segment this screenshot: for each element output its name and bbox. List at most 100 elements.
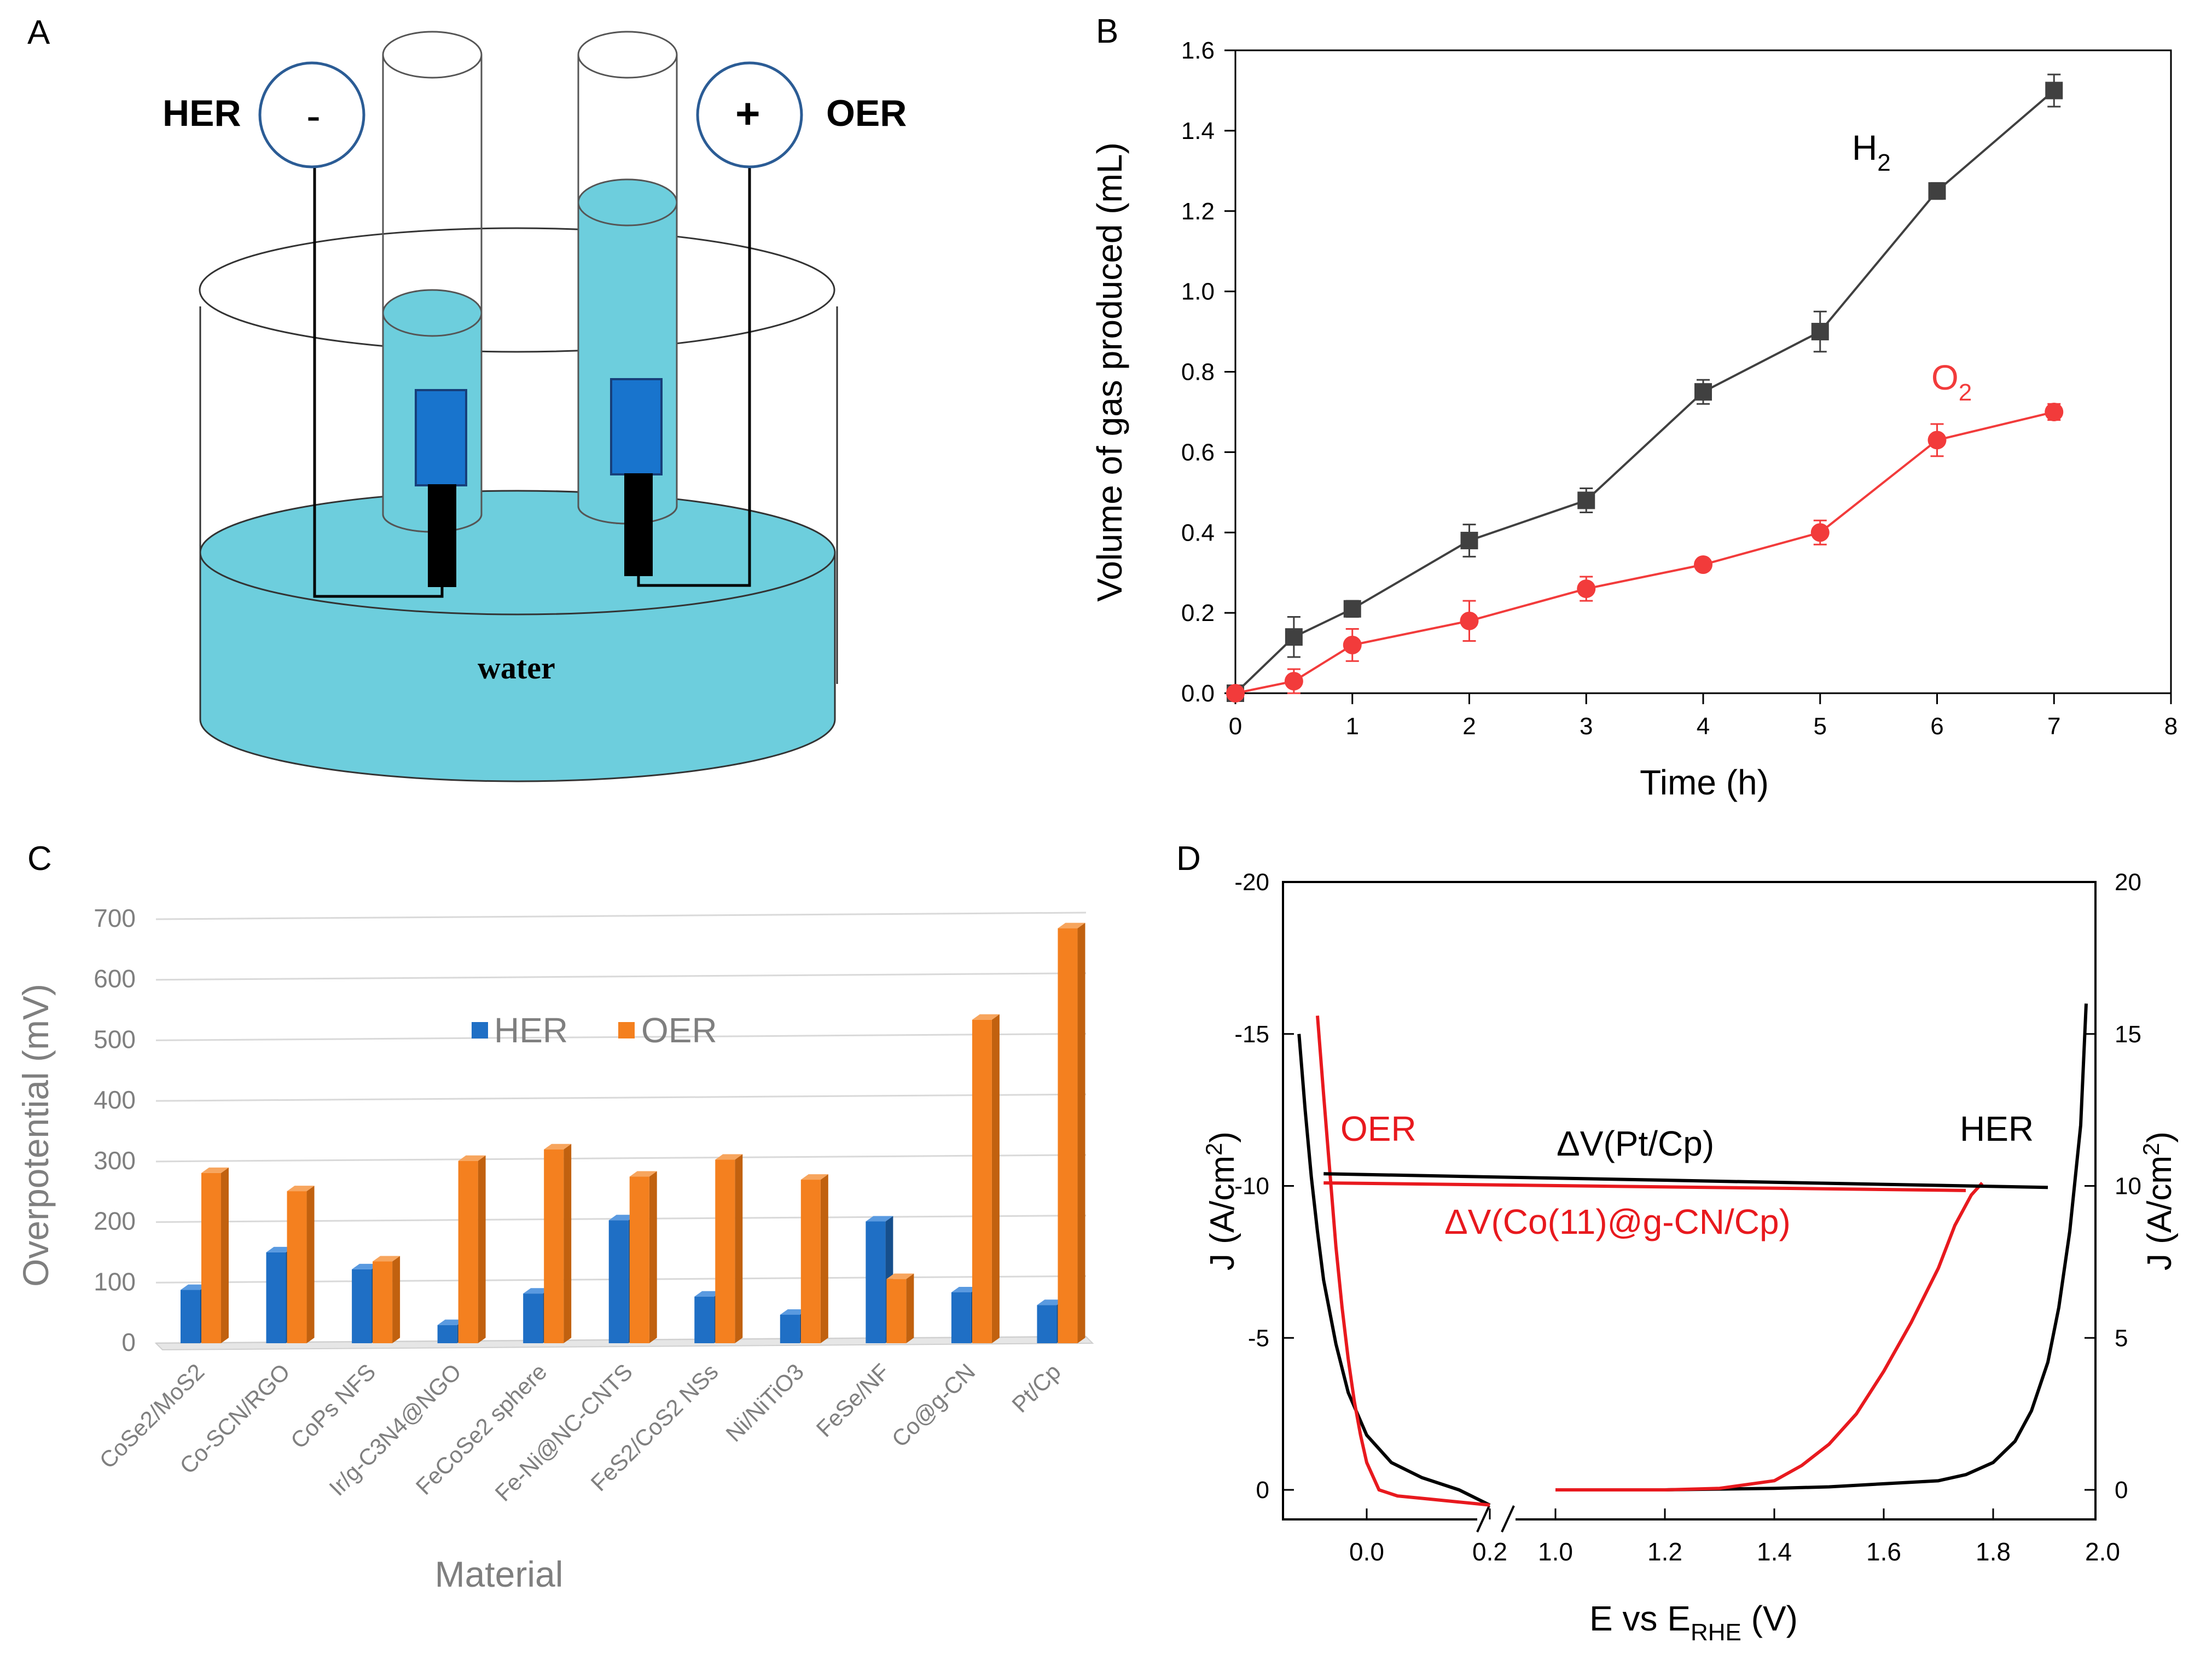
c-bar-oer-top [800, 1174, 828, 1180]
her-label: HER [162, 92, 241, 134]
b-point-h2 [1577, 491, 1595, 509]
negative-terminal [258, 61, 365, 169]
c-bar-oer [800, 1174, 828, 1343]
b-xtick-label: 3 [1580, 713, 1593, 740]
c-bar-oer-side [820, 1174, 828, 1343]
c-bar-her-front [266, 1252, 286, 1343]
c-bar-her-front [352, 1269, 372, 1343]
c-bar-her-top [1037, 1299, 1065, 1305]
axis-break-mark-1 [1476, 1505, 1490, 1533]
right-tube-top [577, 31, 678, 79]
panel-d-ylabel-right-sup: 2 [2138, 1143, 2164, 1156]
c-category-label: FeSe/NF [811, 1359, 895, 1442]
c-bar-oer [629, 1171, 657, 1343]
c-bar-her-front [951, 1292, 971, 1343]
c-ytick-label: 400 [94, 1086, 136, 1114]
c-category-label: CoPs NFS [286, 1359, 381, 1454]
anode-black-rod [624, 473, 653, 576]
cathode-blue-block [415, 389, 467, 486]
o2-label-sub: 2 [1959, 379, 1972, 406]
panel-d-ylabel-left-end: ) [1204, 1131, 1241, 1143]
d-curve-3 [1555, 1181, 1984, 1491]
c-bar-oer-side [1077, 922, 1085, 1343]
c-bar-oer-top [201, 1167, 229, 1173]
d-curve-4 [1323, 1172, 2048, 1189]
c-bar-her-front [1037, 1305, 1057, 1343]
c-bar-her-top [266, 1246, 294, 1252]
b-ytick-label: 0.0 [1181, 680, 1215, 707]
c-bar-her-front [694, 1296, 715, 1343]
beaker-rim [199, 227, 835, 353]
b-point-h2 [1285, 628, 1303, 646]
o2-label: O2 [1931, 358, 1972, 406]
c-bar-oer-front [287, 1191, 307, 1343]
cathode-wire [313, 159, 444, 598]
water-body [199, 552, 836, 782]
b-point-h2 [1928, 182, 1946, 200]
b-xtick-label: 1 [1346, 713, 1359, 740]
c-bar-her-top [181, 1284, 208, 1290]
d-ytick-label-right: 10 [2115, 1173, 2141, 1200]
d-xtick-label: 2.0 [2085, 1537, 2120, 1566]
c-ytick-label: 100 [94, 1267, 136, 1296]
c-bar-her-top [352, 1263, 380, 1269]
c-gridline [155, 972, 1087, 981]
panel-d-ylabel-right-main: J (A/cm [2141, 1156, 2179, 1270]
c-bar-oer-side [735, 1154, 743, 1343]
b-point-o2 [1343, 635, 1362, 654]
minus-sign: - [306, 91, 321, 140]
c-bar-oer-front [972, 1019, 992, 1343]
c-bar-oer-front [1058, 928, 1078, 1343]
anode-wire [637, 159, 751, 587]
d-curve-2 [1555, 1003, 2088, 1491]
annotation-dv-pt: ΔV(Pt/Cp) [1557, 1124, 1714, 1163]
d-curve-5 [1323, 1181, 1966, 1192]
c-bar-oer [287, 1186, 315, 1343]
d-ytick-label-left: -10 [1234, 1173, 1269, 1200]
b-point-o2 [1460, 611, 1479, 630]
left-tube-gas-top [382, 289, 483, 337]
b-point-h2 [1343, 600, 1361, 618]
c-bar-oer-top [373, 1256, 400, 1262]
panel-d-plot-frame [1282, 881, 2097, 1520]
d-xtick-label: 1.2 [1647, 1537, 1682, 1566]
c-bar-oer [201, 1167, 229, 1343]
b-point-h2 [1694, 383, 1712, 401]
b-ytick-label: 0.8 [1181, 359, 1215, 386]
c-bar-oer-front [201, 1173, 221, 1343]
b-point-h2 [1811, 323, 1829, 341]
d-ytick-label-left: -5 [1248, 1325, 1269, 1351]
b-ytick-label: 0.2 [1181, 600, 1215, 626]
panel-b-letter: B [1096, 13, 1118, 50]
c-gridline [155, 1154, 1087, 1163]
d-ytick-label-left: -15 [1234, 1021, 1269, 1048]
panel-d-ylabel-right: J (A/cm2) [2138, 1131, 2179, 1270]
c-bar-oer-side [221, 1167, 229, 1343]
c-bar-oer-front [458, 1160, 478, 1343]
b-ytick-label: 0.4 [1181, 519, 1215, 546]
right-tube-gas-top [577, 178, 678, 227]
c-bar-her-top [523, 1288, 551, 1294]
legend-oer-label: OER [641, 1011, 717, 1050]
c-bar-oer-top [886, 1273, 914, 1279]
b-xtick-label: 6 [1930, 713, 1943, 740]
c-bar-her-top [780, 1309, 808, 1315]
c-bar-her-top [866, 1216, 893, 1222]
d-xtick-label: 1.4 [1757, 1537, 1792, 1566]
c-bar-oer-side [306, 1186, 315, 1343]
c-bar-her-top [951, 1287, 979, 1292]
panel-d-ylabel-left-main: J (A/cm [1204, 1156, 1241, 1270]
oer-label: OER [826, 92, 907, 134]
plus-sign: + [735, 89, 760, 137]
panel-a-electrolysis-diagram: A - + HER OER water [27, 14, 907, 782]
water-label: water [478, 650, 555, 686]
c-bar-oer [458, 1155, 486, 1343]
c-bar-oer-side [906, 1273, 914, 1343]
panel-c-ylabel: Overpotential (mV) [15, 984, 56, 1287]
d-ytick-label-left: -20 [1234, 869, 1269, 896]
c-category-label: Co@g-CN [887, 1359, 980, 1452]
b-xtick-label: 4 [1697, 713, 1710, 740]
d-curve-0 [1297, 1034, 1491, 1507]
